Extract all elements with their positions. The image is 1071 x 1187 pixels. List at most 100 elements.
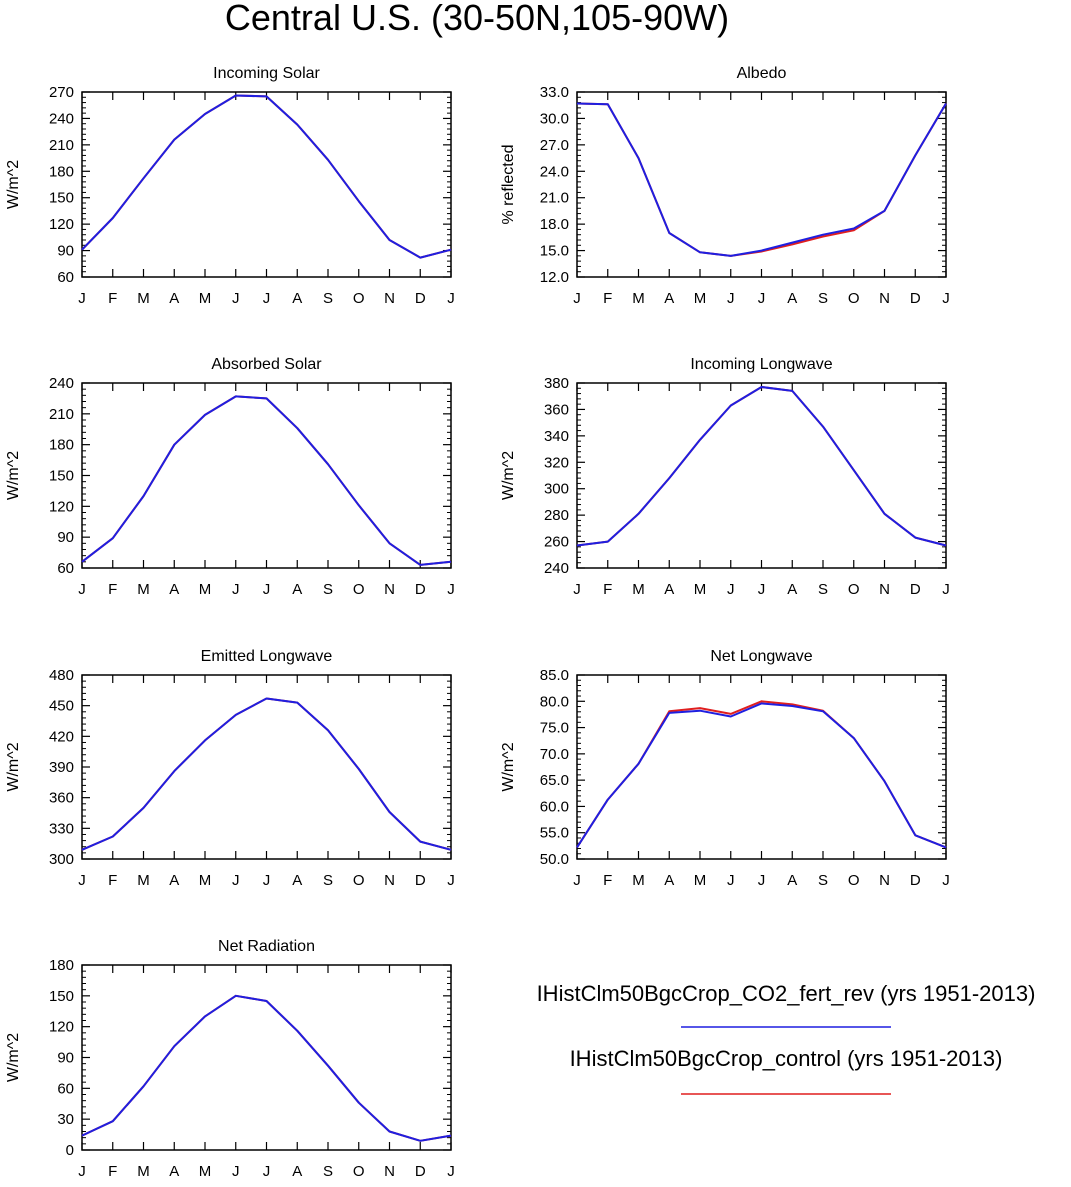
x-tick-label: N: [879, 581, 890, 598]
x-tick-label: F: [108, 581, 117, 598]
x-tick-label: N: [879, 872, 890, 889]
x-tick-label: J: [758, 581, 766, 598]
x-tick-label: M: [199, 1163, 212, 1180]
legend: IHistClm50BgcCrop_CO2_fert_rev (yrs 1951…: [537, 981, 1036, 1095]
y-tick-label: 90: [57, 1050, 74, 1067]
plot-frame: [81, 964, 452, 1151]
x-tick-label: F: [108, 1163, 117, 1180]
x-tick-label: S: [818, 872, 828, 889]
x-tick-label: S: [323, 872, 333, 889]
x-tick-label: N: [879, 290, 890, 307]
x-tick-label: J: [942, 581, 950, 598]
x-tick-label: O: [353, 1163, 365, 1180]
panel-title: Absorbed Solar: [211, 356, 322, 373]
x-tick-label: S: [818, 290, 828, 307]
x-tick-label: A: [169, 1163, 179, 1180]
series-line-control: [81, 697, 452, 851]
y-tick-label: 120: [49, 1019, 74, 1036]
x-tick-label: N: [384, 1163, 395, 1180]
series-line-co2-fert-rev: [576, 700, 947, 849]
y-tick-label: 24.0: [540, 163, 569, 180]
x-tick-label: A: [664, 290, 674, 307]
x-tick-label: A: [787, 290, 797, 307]
figure-title: Central U.S. (30-50N,105-90W): [225, 0, 729, 38]
y-tick-label: 270: [49, 84, 74, 101]
y-tick-label: 120: [49, 498, 74, 515]
y-tick-label: 340: [544, 428, 569, 445]
legend-label-co2-fert-rev: IHistClm50BgcCrop_CO2_fert_rev (yrs 1951…: [537, 981, 1036, 1006]
x-tick-label: J: [573, 290, 581, 307]
x-tick-label: A: [169, 872, 179, 889]
x-tick-label: J: [942, 872, 950, 889]
x-tick-label: J: [263, 290, 271, 307]
x-tick-label: J: [727, 290, 735, 307]
y-tick-label: 240: [49, 110, 74, 127]
y-tick-label: 21.0: [540, 190, 569, 207]
x-tick-label: M: [199, 290, 212, 307]
y-axis-label: W/m^2: [5, 451, 22, 500]
plot-frame: [81, 91, 452, 278]
panel-title: Incoming Longwave: [690, 356, 832, 373]
x-tick-label: M: [632, 290, 645, 307]
x-tick-label: M: [137, 290, 150, 307]
y-tick-label: 12.0: [540, 269, 569, 286]
y-axis-label: W/m^2: [5, 742, 22, 791]
x-tick-label: O: [848, 872, 860, 889]
x-tick-label: M: [137, 1163, 150, 1180]
x-tick-label: J: [78, 290, 86, 307]
plot-frame: [576, 91, 947, 278]
x-tick-label: J: [447, 290, 455, 307]
x-tick-label: J: [447, 1163, 455, 1180]
x-tick-label: J: [78, 872, 86, 889]
x-tick-label: S: [323, 290, 333, 307]
series-line-control: [81, 994, 452, 1142]
x-tick-label: J: [232, 290, 240, 307]
y-tick-label: 18.0: [540, 216, 569, 233]
y-tick-label: 65.0: [540, 772, 569, 789]
y-axis-label: W/m^2: [5, 1033, 22, 1082]
x-tick-label: O: [353, 872, 365, 889]
plot-frame: [81, 674, 452, 860]
x-tick-label: A: [664, 581, 674, 598]
x-tick-label: N: [384, 290, 395, 307]
y-tick-label: 60: [57, 269, 74, 286]
y-tick-label: 0: [66, 1142, 74, 1159]
series-line-co2-fert-rev: [576, 386, 947, 547]
x-tick-label: M: [137, 872, 150, 889]
x-tick-label: F: [603, 872, 612, 889]
y-tick-label: 240: [49, 375, 74, 392]
x-tick-label: J: [758, 872, 766, 889]
x-tick-label: M: [137, 581, 150, 598]
y-tick-label: 150: [49, 988, 74, 1005]
x-tick-label: A: [664, 872, 674, 889]
x-tick-label: A: [169, 290, 179, 307]
y-tick-label: 27.0: [540, 137, 569, 154]
x-tick-label: M: [199, 872, 212, 889]
x-tick-label: J: [263, 581, 271, 598]
series-line-co2-fert-rev: [81, 395, 452, 566]
y-tick-label: 380: [544, 375, 569, 392]
x-tick-label: A: [787, 872, 797, 889]
y-tick-label: 55.0: [540, 825, 569, 842]
x-tick-label: S: [323, 581, 333, 598]
panel-title: Incoming Solar: [213, 65, 320, 82]
x-tick-label: S: [323, 1163, 333, 1180]
y-tick-label: 330: [49, 820, 74, 837]
y-tick-label: 180: [49, 437, 74, 454]
y-tick-label: 320: [544, 454, 569, 471]
x-tick-label: M: [694, 290, 707, 307]
series-line-control: [576, 102, 947, 257]
x-tick-label: A: [787, 581, 797, 598]
y-tick-label: 60.0: [540, 798, 569, 815]
plot-frame: [81, 382, 452, 569]
y-tick-label: 150: [49, 190, 74, 207]
y-tick-label: 30.0: [540, 110, 569, 127]
x-tick-label: J: [573, 581, 581, 598]
x-tick-label: A: [292, 290, 302, 307]
x-tick-label: O: [353, 581, 365, 598]
